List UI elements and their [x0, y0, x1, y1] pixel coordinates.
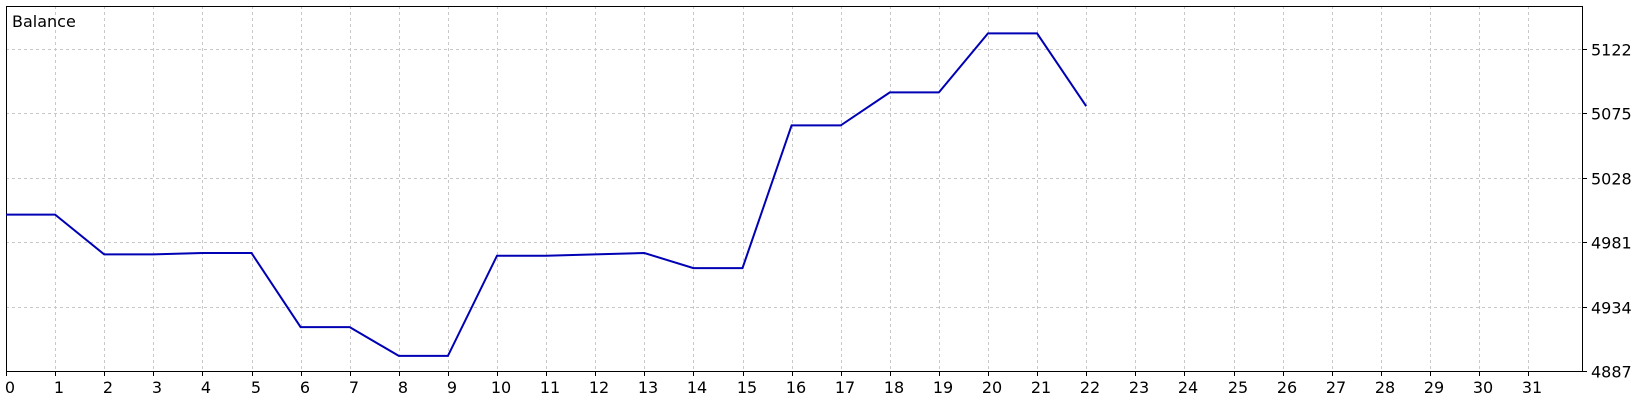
x-tick-label: 26	[1277, 378, 1297, 397]
x-tick-label: 28	[1375, 378, 1395, 397]
x-tick-label: 2	[103, 378, 113, 397]
chart-title: Balance	[12, 12, 76, 31]
x-tick-label: 0	[5, 378, 15, 397]
x-tick-label: 4	[201, 378, 211, 397]
x-tick-label: 22	[1080, 378, 1100, 397]
balance-line	[6, 32, 1088, 357]
x-tick-label: 25	[1228, 378, 1248, 397]
x-tick-label: 15	[737, 378, 757, 397]
x-tick-label: 30	[1473, 378, 1493, 397]
x-tick-label: 11	[540, 378, 560, 397]
y-tick-label: 4887	[1591, 363, 1632, 382]
x-tick-label: 27	[1326, 378, 1346, 397]
x-tick-label: 8	[398, 378, 408, 397]
x-tick-label: 9	[447, 378, 457, 397]
x-tick-label: 14	[687, 378, 707, 397]
x-tick-label: 1	[54, 378, 64, 397]
y-tick-label: 4981	[1591, 234, 1632, 253]
y-tick-label: 5028	[1591, 170, 1632, 189]
x-tick-label: 23	[1129, 378, 1149, 397]
x-tick-label: 19	[933, 378, 953, 397]
y-tick-label: 5122	[1591, 41, 1632, 60]
x-tick-label: 18	[884, 378, 904, 397]
y-tick-label: 4934	[1591, 299, 1632, 318]
x-tick-label: 29	[1424, 378, 1444, 397]
x-tick-label: 12	[589, 378, 609, 397]
grid-layer	[6, 6, 1582, 371]
x-tick-label: 3	[152, 378, 162, 397]
plot-frame	[6, 6, 1583, 372]
x-tick-label: 7	[349, 378, 359, 397]
y-tick-label: 5075	[1591, 105, 1632, 124]
series-layer	[5, 32, 1088, 357]
x-tick-label: 5	[251, 378, 261, 397]
x-tick-label: 16	[786, 378, 806, 397]
x-tick-label: 21	[1031, 378, 1051, 397]
x-axis-ticks: 0 1 2 3 4 5 6 7 8 9 10 11 12 13 14 15 16 17 18 19 20 21 22 23 24…	[5, 371, 1542, 397]
x-tick-label: 24	[1178, 378, 1198, 397]
y-axis-ticks: 4887 4934 4981 5028 5075 5122	[1582, 41, 1632, 382]
x-tick-label: 6	[300, 378, 310, 397]
x-tick-label: 17	[835, 378, 855, 397]
x-tick-label: 31	[1522, 378, 1542, 397]
x-tick-label: 20	[982, 378, 1002, 397]
x-tick-label: 10	[491, 378, 511, 397]
plot-border	[6, 6, 1583, 372]
x-tick-label: 13	[638, 378, 658, 397]
